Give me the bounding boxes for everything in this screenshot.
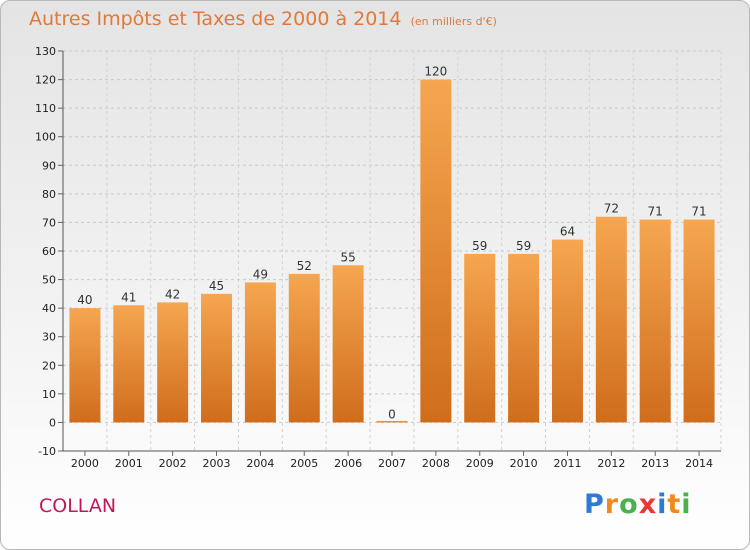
x-tick-label: 2006: [334, 457, 362, 470]
chart-title-row: Autres Impôts et Taxes de 2000 à 2014 (e…: [29, 8, 497, 30]
bar-value-label: 59: [516, 239, 531, 253]
logo-letter: t: [667, 489, 682, 520]
x-tick-label: 2003: [203, 457, 231, 470]
bar: [639, 219, 671, 423]
y-tick-label: 20: [42, 359, 56, 372]
bar: [420, 79, 452, 423]
bar: [69, 308, 101, 423]
logo-letter: o: [619, 489, 639, 520]
x-tick-label: 2000: [71, 457, 99, 470]
bar: [201, 293, 233, 423]
y-tick-label: 50: [42, 274, 56, 287]
bar-value-label: 71: [691, 205, 706, 219]
bar: [113, 305, 145, 423]
chart-unit: (en milliers d'€): [410, 15, 497, 28]
bar: [157, 302, 189, 423]
x-tick-label: 2009: [466, 457, 494, 470]
bar-value-label: 40: [77, 293, 92, 307]
x-tick-label: 2014: [685, 457, 713, 470]
bar-value-label: 120: [424, 65, 447, 79]
logo-letter: x: [638, 489, 658, 520]
y-tick-label: 0: [49, 416, 56, 429]
bar: [551, 239, 583, 423]
x-tick-label: 2001: [115, 457, 143, 470]
x-tick-label: 2011: [553, 457, 581, 470]
commune-name: COLLAN: [39, 495, 117, 517]
bar-value-label: 71: [648, 205, 663, 219]
y-tick-label: 110: [35, 102, 56, 115]
bar-value-label: 42: [165, 287, 180, 301]
bar: [595, 216, 627, 423]
y-tick-label: 40: [42, 302, 56, 315]
bar-value-label: 72: [604, 202, 619, 216]
bar: [683, 219, 715, 423]
bar-value-label: 64: [560, 225, 575, 239]
y-tick-label: 70: [42, 216, 56, 229]
x-tick-label: 2013: [641, 457, 669, 470]
bar-value-label: 55: [340, 250, 355, 264]
x-tick-label: 2008: [422, 457, 450, 470]
y-tick-label: 60: [42, 245, 56, 258]
y-tick-label: -10: [38, 445, 56, 458]
y-tick-label: 10: [42, 388, 56, 401]
y-tick-label: 80: [42, 188, 56, 201]
y-tick-label: 130: [35, 45, 56, 58]
logo-letter: i: [657, 489, 668, 520]
y-tick-label: 30: [42, 331, 56, 344]
logo-letter: i: [681, 489, 692, 520]
chart-title: Autres Impôts et Taxes de 2000 à 2014: [29, 8, 402, 30]
x-tick-label: 2007: [378, 457, 406, 470]
bar-value-label: 0: [388, 407, 396, 421]
bar: [288, 273, 320, 423]
logo-letter: P: [584, 489, 605, 520]
bar: [376, 420, 408, 423]
bar: [508, 253, 540, 423]
x-tick-label: 2002: [159, 457, 187, 470]
logo-letter: r: [604, 489, 620, 520]
bar-value-label: 41: [121, 290, 136, 304]
x-tick-label: 2010: [510, 457, 538, 470]
proxiti-logo: Proxiti: [584, 489, 692, 520]
bar: [244, 282, 276, 423]
y-tick-label: 120: [35, 74, 56, 87]
bar-value-label: 49: [253, 267, 268, 281]
bar-value-label: 52: [297, 259, 312, 273]
bar-value-label: 59: [472, 239, 487, 253]
y-tick-label: 90: [42, 159, 56, 172]
bar-value-label: 45: [209, 279, 224, 293]
y-tick-label: 100: [35, 131, 56, 144]
x-tick-label: 2012: [597, 457, 625, 470]
bar: [464, 253, 496, 423]
x-tick-label: 2005: [290, 457, 318, 470]
x-tick-label: 2004: [246, 457, 274, 470]
bar: [332, 265, 364, 423]
